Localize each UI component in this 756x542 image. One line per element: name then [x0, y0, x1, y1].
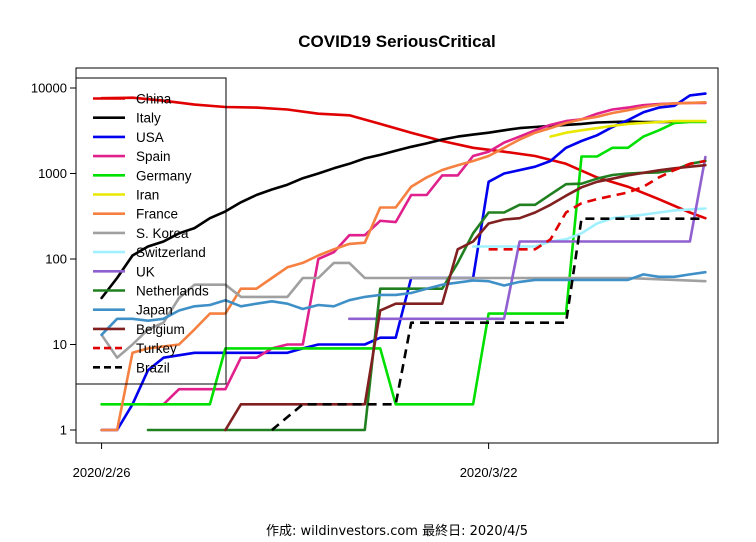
x-tick-label: 2020/2/26: [73, 465, 131, 480]
legend-label-switzerland: Switzerland: [136, 245, 206, 260]
chart-footer: 作成: wildinvestors.com 最終日: 2020/4/5: [266, 523, 528, 539]
legend-label-germany: Germany: [136, 168, 192, 183]
legend-label-china: China: [136, 92, 172, 107]
legend-label-usa: USA: [136, 130, 164, 145]
series-line-france: [100, 101, 707, 432]
legend-label-japan: Japan: [136, 303, 173, 318]
series-line-iran: [549, 119, 707, 138]
y-tick-label: 10: [53, 337, 67, 352]
series-line-brazil: [271, 217, 706, 431]
series-line-belgium: [224, 163, 707, 432]
y-tick-label: 1: [60, 423, 67, 438]
series-line-turkey: [488, 159, 706, 251]
x-tick-label: 2020/3/22: [460, 465, 518, 480]
legend-label-s-korea: S. Korea: [136, 226, 189, 241]
y-tick-label: 100: [45, 252, 67, 267]
legend-label-uk: UK: [136, 264, 155, 279]
series-line-netherlands: [146, 159, 707, 432]
series-line-spain: [146, 101, 707, 406]
legend-label-italy: Italy: [136, 111, 161, 126]
series-line-s-korea: [100, 261, 707, 360]
axes: 1 10 100 1000 10000 2020/2/26 2020/3/22: [31, 67, 719, 480]
series-group: [100, 92, 707, 432]
y-tick-label: 10000: [31, 81, 67, 96]
legend-label-netherlands: Netherlands: [136, 284, 209, 299]
legend-label-belgium: Belgium: [136, 322, 185, 337]
series-line-china: [100, 96, 707, 220]
legend-label-turkey: Turkey: [136, 341, 177, 356]
series-line-japan: [100, 270, 707, 337]
y-tick-label: 1000: [38, 166, 67, 181]
legend-label-france: France: [136, 207, 178, 222]
legend-label-brazil: Brazil: [136, 360, 170, 375]
series-line-germany: [100, 120, 707, 406]
chart-title: COVID19 SeriousCritical: [298, 32, 495, 51]
legend-box: [75, 77, 227, 385]
legend-label-spain: Spain: [136, 149, 171, 164]
series-line-usa: [100, 92, 707, 432]
series-line-switzerland: [471, 207, 707, 248]
series-line-uk: [347, 155, 707, 321]
series-line-italy: [100, 120, 676, 300]
legend-label-iran: Iran: [136, 188, 159, 203]
legend: China Italy USA Spain Germany Iran France S. Ko…: [75, 77, 227, 385]
